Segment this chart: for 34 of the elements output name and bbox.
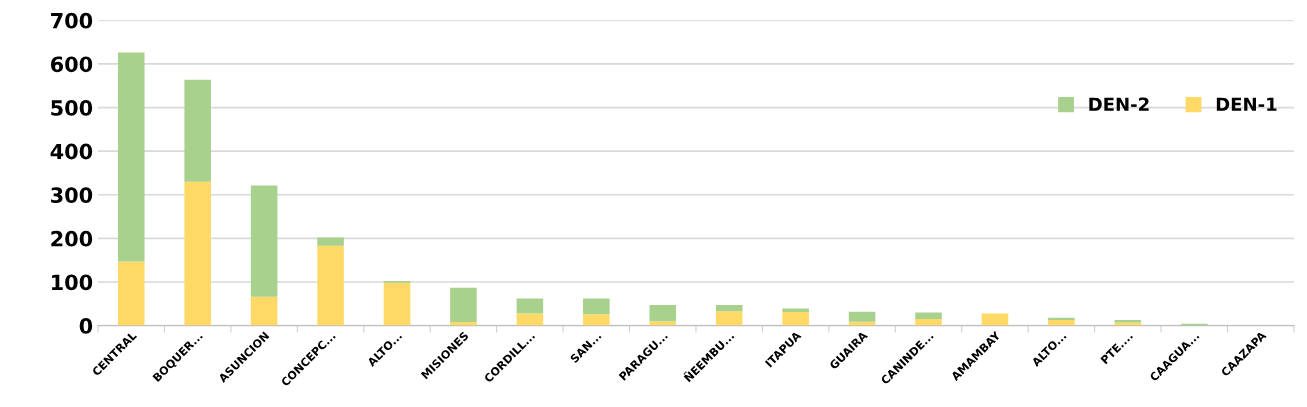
- bar: [383, 282, 411, 326]
- y-tick-label: 300: [51, 187, 93, 203]
- bar: [583, 298, 610, 315]
- bar: [915, 319, 942, 326]
- y-tick-label: 700: [51, 12, 93, 29]
- y-tick-label: 400: [50, 143, 93, 160]
- y-tick-label: 0: [79, 318, 93, 334]
- bar: [1048, 317, 1075, 320]
- legend-label: DEN-2: [1089, 97, 1149, 111]
- bar: [250, 296, 278, 326]
- legend-label: DEN-1: [1216, 97, 1277, 111]
- bar: [649, 321, 677, 326]
- bar: [250, 185, 278, 297]
- bar: [915, 312, 942, 320]
- bar: [981, 313, 1009, 326]
- bar: [715, 305, 743, 312]
- bar: [317, 245, 344, 326]
- bar: [516, 298, 544, 314]
- bar: [117, 261, 145, 326]
- bar: [184, 79, 211, 182]
- bar: [715, 311, 743, 326]
- bar: [184, 181, 211, 326]
- y-tick-label: 600: [50, 56, 93, 73]
- y-tick-label: 500: [51, 100, 93, 116]
- bar: [649, 305, 677, 322]
- bar: [583, 314, 610, 326]
- y-tick-label: 200: [51, 230, 93, 247]
- bar: [516, 313, 544, 326]
- bar: [117, 52, 145, 262]
- bar: [848, 311, 876, 322]
- bar: [450, 287, 477, 323]
- y-tick-label: 100: [52, 274, 93, 291]
- bar: [317, 237, 344, 246]
- bar: [782, 312, 809, 326]
